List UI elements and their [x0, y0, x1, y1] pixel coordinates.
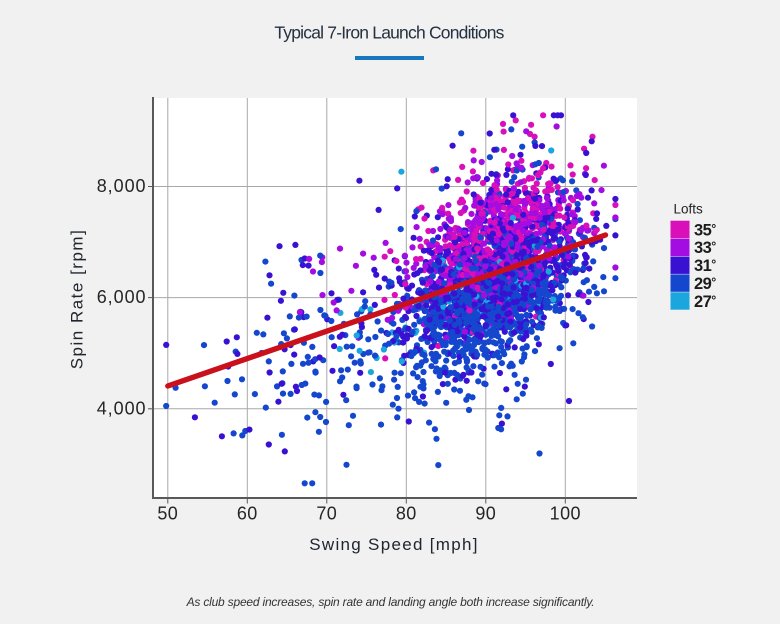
svg-text:31°: 31° — [694, 257, 716, 275]
svg-text:70: 70 — [316, 504, 337, 524]
svg-text:27°: 27° — [694, 293, 716, 311]
svg-text:As club speed increases, spin: As club speed increases, spin rate and l… — [186, 595, 595, 609]
svg-text:90: 90 — [475, 504, 496, 524]
svg-text:Spin Rate [rpm]: Spin Rate [rpm] — [68, 229, 87, 370]
svg-text:4,000: 4,000 — [97, 398, 147, 418]
svg-text:35°: 35° — [694, 221, 716, 239]
svg-text:6,000: 6,000 — [97, 287, 147, 307]
svg-text:50: 50 — [157, 504, 178, 524]
svg-text:Lofts: Lofts — [674, 202, 704, 217]
svg-text:80: 80 — [396, 504, 417, 524]
svg-text:29°: 29° — [694, 275, 716, 293]
svg-text:Typical 7-Iron Launch Conditio: Typical 7-Iron Launch Conditions — [274, 23, 504, 43]
svg-text:60: 60 — [237, 504, 258, 524]
svg-text:8,000: 8,000 — [97, 176, 147, 196]
svg-text:Swing Speed [mph]: Swing Speed [mph] — [309, 535, 479, 554]
svg-text:33°: 33° — [694, 239, 716, 257]
svg-text:100: 100 — [550, 504, 581, 524]
